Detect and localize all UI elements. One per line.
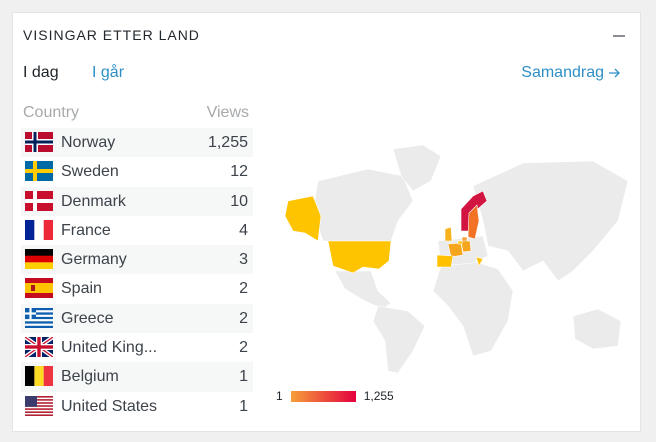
views: 10 (230, 192, 248, 210)
table-row: United States 1 (21, 392, 253, 421)
table-row: Spain 2 (21, 274, 253, 303)
views: 1 (239, 368, 248, 386)
table-row: Belgium 1 (21, 362, 253, 392)
flag (25, 219, 53, 240)
summary-text: Samandrag (521, 64, 604, 81)
country: Spain (61, 280, 102, 298)
map-legend: 1 1,255 (276, 389, 394, 403)
widget-title: VISINGAR ETTER LAND (23, 27, 200, 43)
table-row: France 4 (21, 216, 253, 245)
column-header: Country (23, 104, 80, 121)
summary-link[interactable]: Samandrag (521, 64, 620, 82)
flag (25, 278, 53, 299)
flag (25, 395, 53, 416)
tab[interactable]: I dag (23, 64, 59, 81)
table-row: United King... 2 (21, 333, 253, 362)
table-row: Greece 2 (21, 303, 253, 334)
views: 1 (239, 397, 248, 415)
table-row: Germany 3 (21, 245, 253, 275)
flag (25, 190, 53, 211)
world-map (284, 144, 629, 374)
country: Denmark (61, 192, 126, 210)
country: Greece (61, 309, 114, 327)
legend-max: 1,255 (363, 389, 394, 403)
table: Norway 1,255 Sweden 12 Denmark 10 France 4 G… (21, 128, 253, 421)
legend-min: 1 (276, 389, 283, 403)
table-row: Sweden 12 (21, 157, 253, 186)
views: 3 (239, 251, 248, 269)
tab[interactable]: I går (92, 64, 125, 81)
flag (25, 132, 53, 152)
country: United States (61, 397, 158, 415)
views: 1,255 (207, 134, 248, 151)
table-header: Country Views (23, 104, 249, 122)
flag (25, 337, 53, 358)
views: 2 (239, 339, 248, 357)
views: 12 (230, 163, 248, 181)
table-row: Norway 1,255 (21, 128, 253, 158)
legend-gradient (290, 390, 356, 402)
widget: VISINGAR ETTER LAND I dag I går Samandra… (12, 12, 641, 432)
country: Norway (61, 134, 116, 151)
flag (25, 249, 53, 270)
country: Sweden (61, 163, 119, 181)
collapse-button[interactable] (613, 34, 625, 38)
country: France (61, 221, 111, 239)
country: Germany (61, 251, 127, 269)
flag (25, 366, 53, 387)
flag (25, 161, 53, 182)
column-header: Views (206, 104, 249, 121)
country: United King... (61, 339, 158, 357)
views: 2 (239, 280, 248, 298)
flag (25, 307, 53, 328)
views: 2 (239, 309, 248, 327)
country: Belgium (61, 368, 119, 386)
table-row: Denmark 10 (21, 186, 253, 216)
arrow-icon (609, 68, 620, 78)
views: 4 (239, 221, 248, 239)
